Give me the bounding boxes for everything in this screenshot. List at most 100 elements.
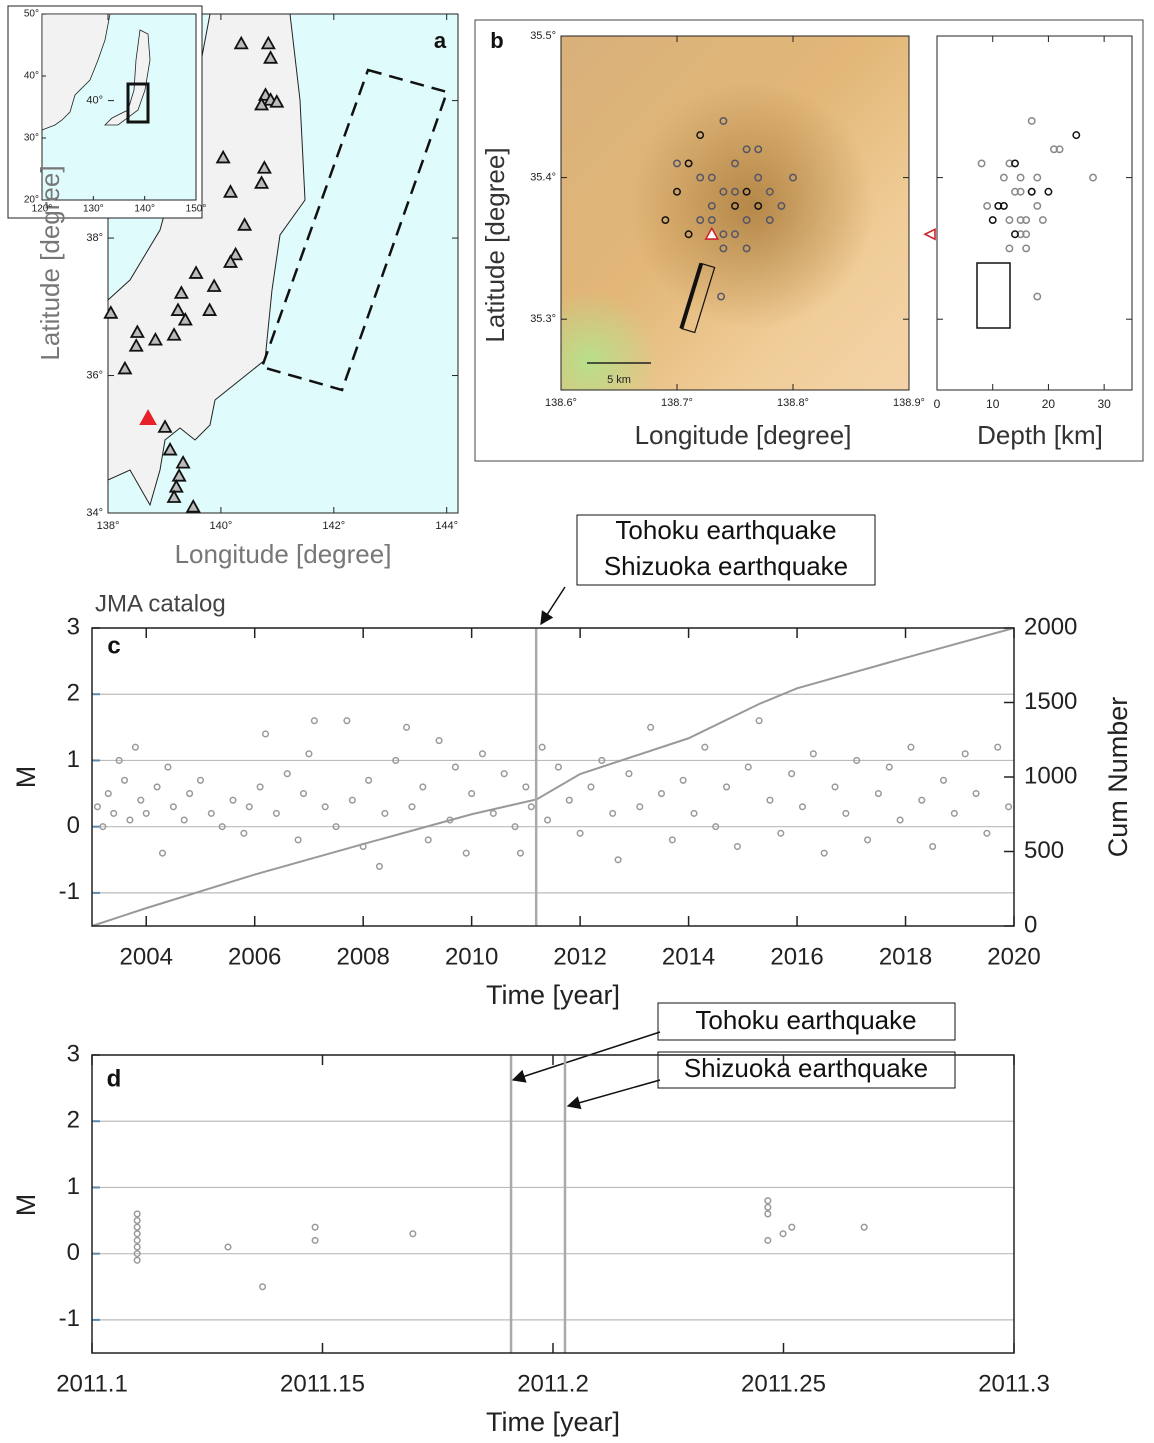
point: [765, 1198, 771, 1204]
y-tick-label: 40°: [86, 95, 103, 107]
point: [134, 1244, 140, 1250]
point: [463, 850, 469, 856]
point: [160, 850, 166, 856]
point: [134, 1224, 140, 1230]
y-tick-label: -1: [59, 878, 80, 905]
point: [702, 744, 708, 750]
point: [322, 804, 328, 810]
y-tick-label: 50°: [24, 9, 39, 20]
point: [95, 804, 101, 810]
point: [420, 784, 426, 790]
point: [284, 771, 290, 777]
point: [615, 857, 621, 863]
point: [908, 744, 914, 750]
point: [637, 804, 643, 810]
x-tick-label: 2004: [120, 943, 173, 970]
x-tick-label: 130°: [83, 204, 104, 215]
y-tick-label: 40°: [24, 71, 39, 82]
terrain-low: [561, 36, 909, 390]
y-tick-label: 2: [67, 680, 80, 707]
point: [680, 778, 686, 784]
point: [111, 811, 117, 817]
point: [930, 844, 936, 850]
point: [134, 1211, 140, 1217]
point: [659, 791, 665, 797]
point: [143, 811, 149, 817]
annotation: Shizuoka earthquake: [604, 551, 848, 581]
x-tick-label: 2011.2: [517, 1370, 589, 1397]
panel-label: c: [107, 632, 120, 659]
x-tick-label: 2011.15: [280, 1370, 365, 1397]
x-tick-label: 138°: [97, 520, 120, 532]
x-tick-label: 2018: [879, 943, 932, 970]
point: [187, 791, 193, 797]
point: [523, 784, 529, 790]
point: [861, 1224, 867, 1230]
panel-label: b: [490, 28, 503, 53]
x-tick-label: 138.9°: [893, 397, 925, 409]
point: [181, 817, 187, 823]
figure: 138°140°142°144°34°36°38°40°Longitude [d…: [0, 0, 1154, 1443]
y-tick-label: 20°: [24, 195, 39, 206]
point: [436, 738, 442, 744]
point: [344, 718, 350, 724]
y-tick-label: -1: [59, 1305, 80, 1332]
x-tick-label: 140°: [134, 204, 155, 215]
point: [745, 764, 751, 770]
point: [409, 804, 415, 810]
point: [886, 764, 892, 770]
point: [843, 811, 849, 817]
y-tick-label: 35.4°: [530, 172, 556, 184]
x-tick-label: 144°: [435, 520, 458, 532]
x-axis-label: Time [year]: [486, 980, 620, 1010]
point: [133, 744, 139, 750]
point: [134, 1238, 140, 1244]
point: [225, 1244, 231, 1250]
point: [626, 771, 632, 777]
point: [919, 797, 925, 803]
page: {"chart_data": [ {"type": "map", "label"…: [0, 0, 1154, 1443]
y-tick-label: 0: [67, 812, 80, 839]
y2-axis-label: Cum Number: [1103, 697, 1133, 858]
scale-label: 5 km: [607, 374, 631, 386]
x-axis-label: Time [year]: [486, 1407, 620, 1437]
point: [382, 811, 388, 817]
point: [165, 764, 171, 770]
y2-tick-label: 500: [1024, 837, 1064, 864]
y-tick-label: 3: [67, 613, 80, 640]
y-tick-label: 3: [67, 1040, 80, 1067]
x-axis-label: Depth [km]: [977, 420, 1103, 450]
point: [811, 751, 817, 757]
x-tick-label: 2014: [662, 943, 715, 970]
point: [260, 1284, 266, 1290]
point: [765, 1205, 771, 1211]
point: [138, 797, 144, 803]
point: [501, 771, 507, 777]
point: [230, 797, 236, 803]
x-tick-label: 2011.3: [978, 1370, 1050, 1397]
frame: [92, 1055, 1014, 1353]
point: [865, 837, 871, 843]
point: [588, 784, 594, 790]
point: [670, 837, 676, 843]
point: [105, 791, 111, 797]
point: [122, 778, 128, 784]
x-tick-label: 30: [1097, 397, 1111, 411]
y-tick-label: 38°: [86, 232, 103, 244]
y2-tick-label: 1000: [1024, 762, 1077, 789]
y-axis-label: Latitude [degree]: [480, 147, 510, 342]
point: [952, 811, 958, 817]
x-tick-label: 138.8°: [777, 397, 809, 409]
point: [198, 778, 204, 784]
x-tick-label: 2006: [228, 943, 281, 970]
x-tick-label: 2008: [336, 943, 389, 970]
point: [410, 1231, 416, 1237]
point: [995, 744, 1001, 750]
x-tick-label: 142°: [322, 520, 345, 532]
point: [610, 811, 616, 817]
point: [453, 764, 459, 770]
point: [800, 804, 806, 810]
y-tick-label: 0: [67, 1239, 80, 1266]
point: [756, 718, 762, 724]
y2-tick-label: 2000: [1024, 613, 1077, 640]
